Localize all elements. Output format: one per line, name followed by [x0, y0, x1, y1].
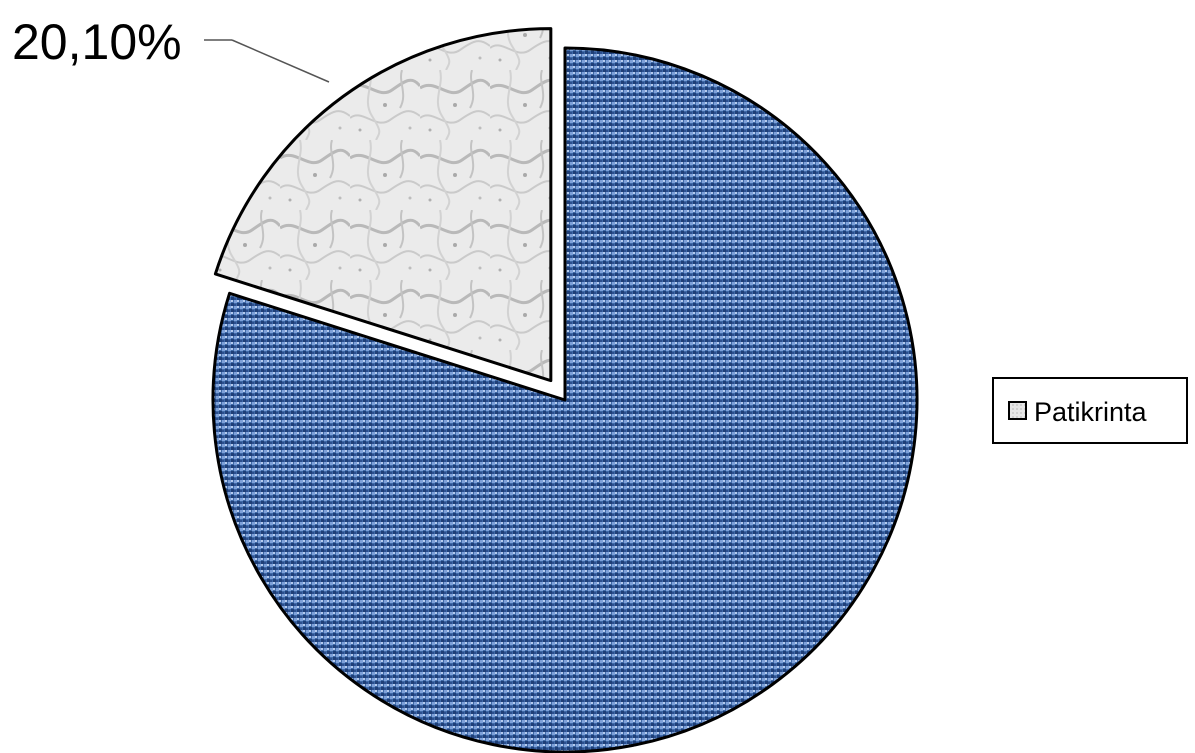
pie-slices	[211, 27, 919, 753]
pie-slice-unlabeled	[211, 46, 919, 753]
data-label-patikrinta: 20,10%	[12, 14, 182, 70]
legend-label-patikrinta: Patikrinta	[1034, 397, 1148, 427]
legend: Patikrinta	[992, 377, 1188, 444]
legend-swatch-patikrinta	[1008, 401, 1027, 420]
leader-line-diagonal	[231, 39, 330, 83]
pie-slice-patikrinta	[213, 27, 553, 383]
